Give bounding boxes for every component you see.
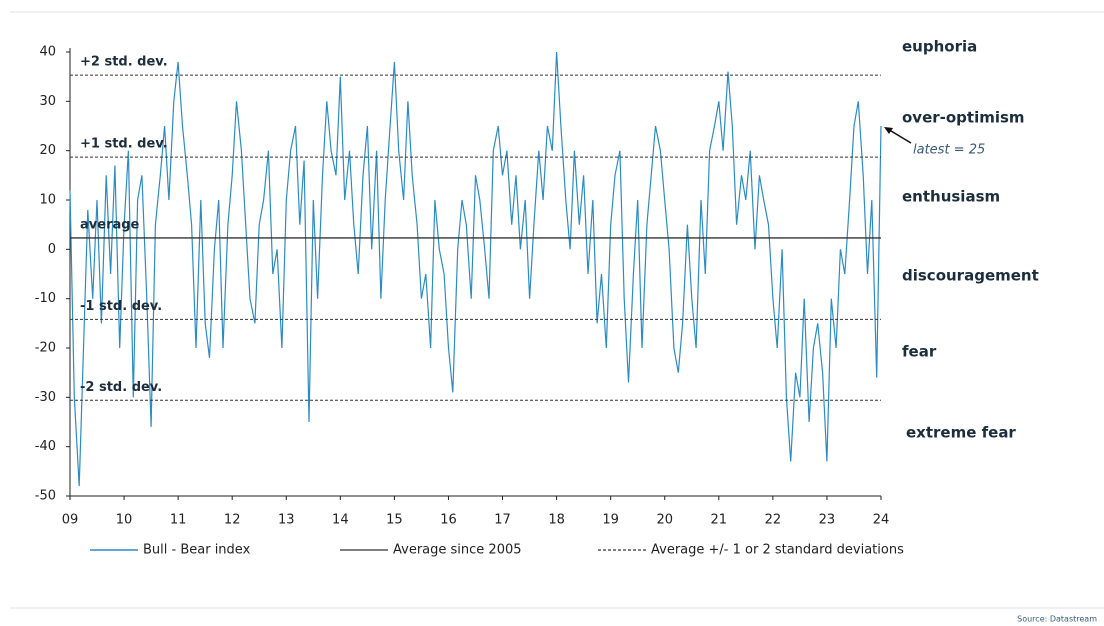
annotation: latest = 25 [913,143,985,158]
series-line [69,51,882,487]
reference-label: +2 std. dev. [80,55,168,70]
y-tick-label: -20 [35,341,56,356]
legend-label: Average since 2005 [393,543,522,558]
reference-label: -2 std. dev. [80,380,162,395]
annotation-arrowhead [884,127,893,134]
y-tick-label: 30 [39,94,56,109]
zone-label: fear [902,343,937,361]
x-tick-label: 09 [62,513,79,528]
x-tick-label: 14 [332,513,349,528]
x-tick-label: 21 [711,513,728,528]
x-tick-label: 13 [278,513,295,528]
y-tick-label: 40 [39,45,56,60]
zone-label: over-optimism [902,109,1025,127]
x-tick-label: 12 [224,513,241,528]
y-tick-label: -30 [35,390,56,405]
zone-label: discouragement [902,267,1039,285]
x-tick-label: 19 [602,513,619,528]
reference-label: -1 std. dev. [80,299,162,314]
zone-label: extreme fear [906,424,1016,442]
y-tick-label: -40 [35,439,56,454]
legend-label: Average +/- 1 or 2 standard deviations [651,543,904,558]
x-tick-label: 22 [765,513,782,528]
reference-label: average [80,217,140,232]
x-tick-label: 23 [819,513,836,528]
reference-label: +1 std. dev. [80,137,168,152]
x-tick-label: 11 [170,513,187,528]
legend-label: Bull - Bear index [143,543,251,558]
y-tick-label: 20 [39,143,56,158]
source: Source: Datastream [1017,615,1097,624]
x-tick-label: 16 [440,513,457,528]
y-tick-label: 0 [48,242,56,257]
y-tick-label: -10 [35,291,56,306]
y-tick-label: -50 [35,489,56,504]
x-tick-label: 18 [548,513,565,528]
y-tick-label: 10 [39,193,56,208]
zone-label: enthusiasm [902,188,1000,206]
zone-label: euphoria [902,38,977,56]
x-tick-label: 24 [873,513,890,528]
x-tick-label: 10 [116,513,133,528]
x-tick-label: 20 [656,513,673,528]
x-tick-label: 15 [386,513,403,528]
x-tick-label: 17 [494,513,511,528]
